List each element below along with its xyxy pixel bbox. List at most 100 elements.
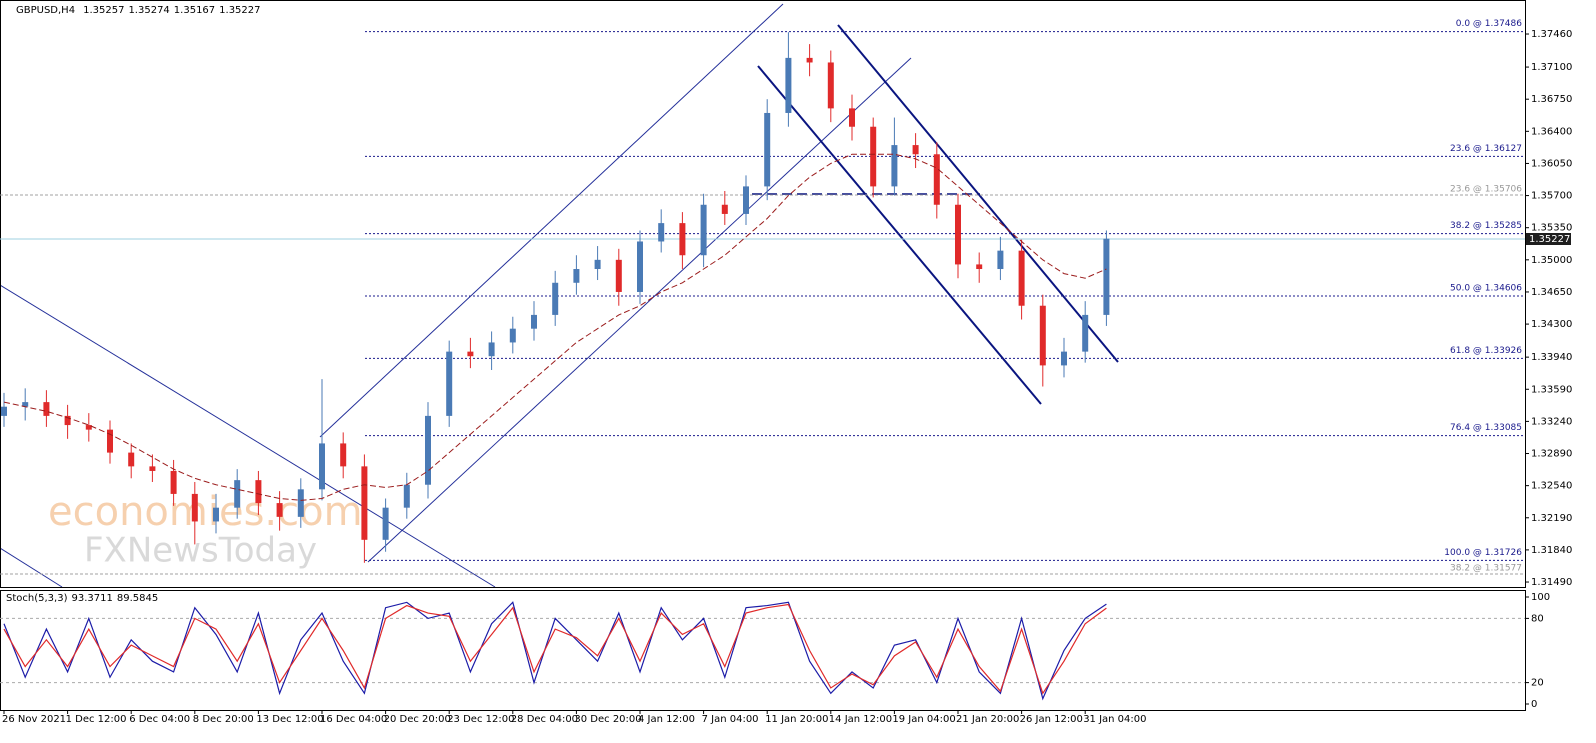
x-tick-label: 21 Jan 20:00 — [956, 714, 1019, 725]
y-tick-label: 1.31490 — [1531, 577, 1572, 588]
candle-body — [85, 425, 92, 430]
x-tick-label: 7 Jan 04:00 — [702, 714, 759, 725]
trend-lines — [0, 3, 1119, 588]
candle-body — [531, 314, 537, 329]
fib-label: 0.0 @ 1.37486 — [1456, 19, 1523, 29]
candle-body — [637, 241, 643, 292]
candle-body — [234, 480, 241, 508]
x-tick-label: 11 Jan 20:00 — [765, 714, 828, 725]
candle-body — [361, 466, 368, 540]
candle-body — [297, 489, 304, 517]
candle-body — [806, 57, 813, 63]
channel-line — [319, 3, 784, 438]
stoch-line — [3, 603, 1107, 695]
moving-average — [3, 153, 1107, 501]
y-tick-label: 1.37460 — [1531, 29, 1572, 40]
candle-body — [467, 351, 474, 357]
watermark: FXNewsToday — [84, 531, 317, 571]
y-tick-label: 1.34650 — [1531, 287, 1572, 298]
candle-body — [679, 223, 686, 256]
header-value: 1.35167 — [174, 5, 215, 16]
trend-line — [0, 284, 496, 588]
candle-body — [785, 57, 792, 113]
x-tick-label: 4 Jan 12:00 — [638, 714, 695, 725]
candle-body — [22, 402, 29, 407]
candle-body — [64, 415, 71, 426]
x-tick-label: 23 Dec 12:00 — [447, 714, 514, 725]
channel-line — [757, 65, 1042, 405]
fib-label: 38.2 @ 1.31577 — [1450, 564, 1522, 574]
x-tick-label: 16 Dec 04:00 — [320, 714, 387, 725]
y-tick-label: 1.36050 — [1531, 158, 1572, 169]
candle-body — [933, 154, 940, 205]
y-tick-label: 1.36750 — [1531, 94, 1572, 105]
candle-body — [149, 466, 156, 471]
candle-body — [827, 62, 834, 109]
y-tick-label: 20 — [1531, 678, 1544, 689]
candle-body — [276, 503, 283, 517]
candle-body — [870, 126, 877, 187]
candle-body — [509, 328, 516, 343]
y-tick-label: 1.37100 — [1531, 62, 1572, 73]
watermark: economies.com — [48, 489, 363, 535]
symbol: GBPUSD,H4 — [16, 5, 75, 16]
y-tick-label: 1.31840 — [1531, 545, 1572, 556]
x-tick-label: 6 Dec 04:00 — [129, 714, 190, 725]
x-tick-label: 13 Dec 12:00 — [256, 714, 323, 725]
candle-body — [43, 402, 50, 416]
fib-label: 61.8 @ 1.33926 — [1450, 346, 1522, 356]
candle-body — [891, 145, 898, 187]
fib-label: 76.4 @ 1.33085 — [1450, 423, 1522, 433]
indicator-name: Stoch(5,3,3) — [6, 593, 68, 604]
candle-body — [976, 264, 983, 270]
candle-body — [255, 480, 262, 504]
candle-body — [764, 112, 771, 187]
y-tick-label: 1.36400 — [1531, 126, 1572, 137]
candle-body — [849, 108, 855, 127]
price-tag-label: 1.35227 — [1529, 234, 1570, 245]
candle-body — [382, 507, 389, 540]
candle-body — [1018, 250, 1025, 306]
candle-body — [912, 145, 919, 155]
y-tick-label: 1.33240 — [1531, 416, 1572, 427]
candle-body — [615, 259, 622, 292]
y-tick-label: 0 — [1531, 699, 1537, 710]
fib-label: 23.6 @ 1.35706 — [1450, 185, 1522, 195]
y-tick-label: 1.33940 — [1531, 352, 1572, 363]
header: GBPUSD,H4 1.35257 1.35274 1.35167 1.35227 — [16, 5, 261, 16]
candle-body — [743, 186, 749, 214]
header-value: 1.35227 — [219, 5, 260, 16]
y-tick-label: 1.34300 — [1531, 319, 1572, 330]
candle-body — [403, 484, 410, 508]
x-tick-label: 30 Dec 20:00 — [574, 714, 641, 725]
fib-label: 23.6 @ 1.36127 — [1450, 144, 1522, 154]
x-tick-label: 26 Jan 12:00 — [1020, 714, 1083, 725]
candle-body — [488, 342, 495, 357]
price-frame — [0, 0, 1526, 588]
fib-label: 50.0 @ 1.34606 — [1450, 284, 1522, 294]
y-tick-label: 1.35350 — [1531, 223, 1572, 234]
candle-body — [1061, 351, 1067, 366]
fib-label: 38.2 @ 1.35285 — [1450, 221, 1522, 231]
x-tick-label: 28 Dec 04:00 — [511, 714, 578, 725]
x-tick-label: 1 Dec 12:00 — [66, 714, 127, 725]
candle-body — [191, 493, 198, 522]
price-tag — [1526, 232, 1571, 245]
header-value: 1.35257 — [83, 5, 124, 16]
x-tick-label: 14 Jan 12:00 — [829, 714, 892, 725]
candle-body — [552, 282, 559, 315]
candle-body — [170, 470, 177, 494]
y-tick-label: 1.32540 — [1531, 481, 1572, 492]
fib-label: 100.0 @ 1.31726 — [1444, 548, 1522, 558]
y-tick-label: 1.32190 — [1531, 513, 1572, 524]
x-tick-label: 8 Dec 20:00 — [193, 714, 254, 725]
candle-body — [319, 443, 325, 490]
candle-body — [128, 452, 135, 467]
candle-body — [658, 223, 665, 242]
candle-body — [1103, 238, 1110, 315]
stoch-frame — [0, 590, 1526, 711]
y-tick-label: 1.35000 — [1531, 255, 1572, 266]
